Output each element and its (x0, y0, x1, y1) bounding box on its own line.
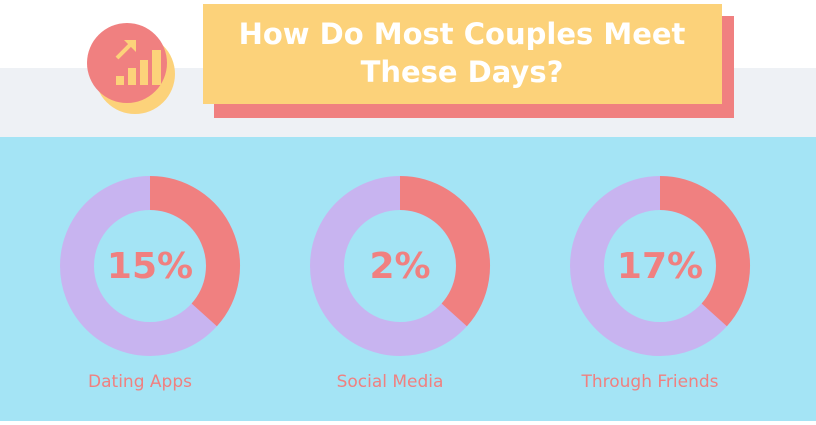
percent: 15% (107, 246, 193, 287)
stat-label: Dating Apps (88, 372, 192, 392)
title-box (203, 4, 722, 104)
stat-label: Social Media (337, 372, 444, 392)
stat-label: Through Friends (580, 372, 718, 392)
donut-arc (149, 176, 240, 327)
title-line: These Days? (361, 55, 564, 89)
chart-icon (115, 40, 161, 85)
percent: 2% (369, 246, 430, 287)
donut-arc (659, 176, 750, 327)
title-line: How Do Most Couples Meet (239, 17, 686, 51)
percent: 17% (617, 246, 703, 287)
donut-arc (399, 176, 490, 327)
